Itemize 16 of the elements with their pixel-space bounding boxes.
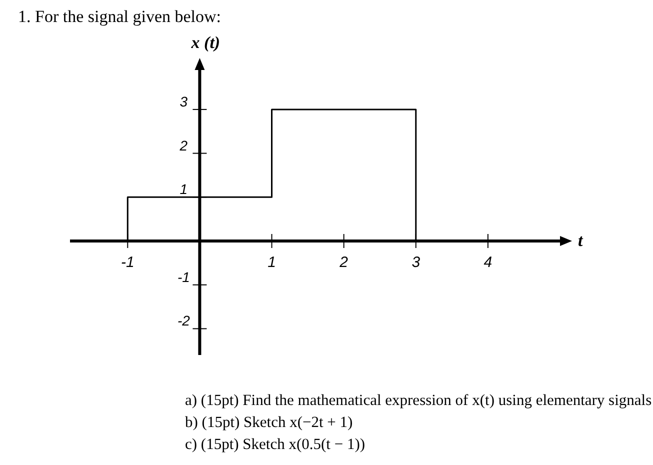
- x-tick-label: 3: [412, 254, 421, 271]
- y-tick-label: -1: [177, 268, 190, 285]
- x-axis-title: t: [578, 231, 584, 250]
- x-tick-label: -1: [120, 254, 134, 271]
- y-tick-label: -2: [177, 312, 190, 329]
- y-axis-title: x (t): [190, 33, 220, 52]
- y-tick-label: 1: [180, 181, 188, 198]
- text: a) (15pt) Find the mathematical expression of x(t) using elementary signals: [185, 392, 652, 409]
- x-tick-label: 1: [268, 254, 276, 271]
- chart-title: 1. For the signal given below:: [18, 7, 222, 26]
- y-tick-label: 2: [178, 137, 188, 154]
- text: c) (15pt) Sketch x(0.5(t − 1)): [185, 436, 366, 453]
- x-tick-label: 2: [338, 254, 349, 271]
- text: b) (15pt) Sketch x(−2t + 1): [185, 414, 353, 431]
- x-tick-label: 4: [484, 254, 492, 271]
- y-tick-label: 3: [180, 93, 188, 110]
